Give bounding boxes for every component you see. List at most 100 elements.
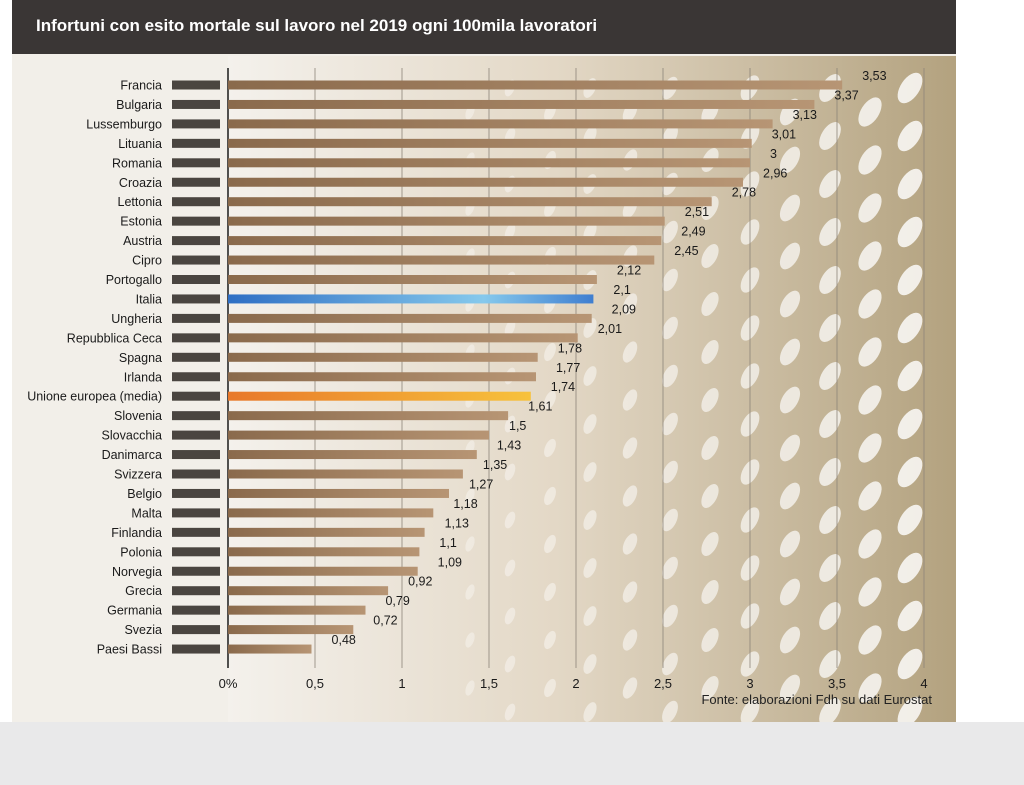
bar	[228, 138, 752, 148]
category-label: Lussemburgo	[86, 117, 162, 131]
bar	[228, 80, 843, 90]
category-label: Lituania	[118, 137, 162, 151]
x-tick-label: 2,5	[654, 676, 672, 691]
category-label: Ungheria	[111, 312, 162, 326]
bar	[228, 119, 773, 129]
category-label: Svezia	[124, 623, 162, 637]
bar-stub	[172, 197, 220, 207]
category-label: Grecia	[125, 584, 162, 598]
bar	[228, 625, 354, 635]
bar	[228, 547, 420, 557]
bar	[228, 177, 743, 187]
x-tick-label: 3,5	[828, 676, 846, 691]
bar-stub	[172, 488, 220, 498]
bar-stub	[172, 255, 220, 265]
bar	[228, 372, 536, 382]
bar-stub	[172, 275, 220, 284]
value-label: 2,49	[681, 225, 705, 239]
category-label: Cipro	[132, 254, 162, 268]
category-label: Irlanda	[124, 370, 162, 384]
bar	[228, 527, 425, 537]
bar-stub	[172, 469, 220, 479]
category-label: Norvegia	[112, 565, 162, 579]
value-label: 1,61	[528, 400, 552, 414]
bar-stub	[172, 333, 220, 343]
bar	[228, 469, 463, 479]
category-label: Bulgaria	[116, 98, 162, 112]
bar-stub	[172, 508, 220, 518]
value-label: 0,79	[385, 594, 409, 608]
x-tick-label: 3	[746, 676, 753, 691]
bar	[228, 197, 712, 207]
bar-stub	[172, 586, 220, 596]
category-label: Croazia	[119, 176, 162, 190]
scan-margin	[0, 722, 1024, 785]
value-label: 1,35	[483, 458, 507, 472]
category-label: Finlandia	[111, 526, 162, 540]
value-label: 1,09	[438, 555, 462, 569]
bar	[228, 313, 592, 323]
bar	[228, 294, 594, 304]
category-label: Belgio	[127, 487, 162, 501]
bar	[228, 566, 418, 576]
value-label: 3	[770, 147, 777, 161]
category-label: Germania	[107, 604, 162, 618]
value-label: 2,96	[763, 166, 787, 180]
value-label: 2,45	[674, 244, 698, 258]
bar-stub	[172, 547, 220, 557]
category-label: Unione europea (media)	[27, 390, 162, 404]
bar-chart: Francia3,53Bulgaria3,37Lussemburgo3,13Li…	[27, 56, 956, 722]
bar-stub	[172, 372, 220, 382]
category-label: Svizzera	[114, 468, 162, 482]
category-label: Malta	[131, 506, 162, 520]
bar-stub	[172, 527, 220, 537]
bar	[228, 158, 750, 168]
bar-stub	[172, 313, 220, 323]
value-label: 1,5	[509, 419, 526, 433]
bar-stub	[172, 566, 220, 576]
value-label: 1,18	[453, 497, 477, 511]
category-label: Paesi Bassi	[97, 643, 162, 657]
bar	[228, 333, 578, 343]
category-label: Estonia	[120, 215, 162, 229]
category-label: Austria	[123, 234, 162, 248]
bars-group: Francia 3,53 Bulgaria 3,37 Lussemburgo 3,13 Li…	[27, 69, 886, 657]
category-label: Romania	[112, 156, 162, 170]
category-label: Danimarca	[102, 448, 162, 462]
x-tick-label: 1	[398, 676, 405, 691]
category-label: Italia	[136, 292, 162, 306]
title-bar: Infortuni con esito mortale sul lavoro n…	[12, 0, 956, 54]
value-label: 2,09	[612, 302, 636, 316]
category-label: Portogallo	[106, 273, 162, 287]
value-label: 0,48	[332, 633, 356, 647]
value-label: 3,01	[772, 127, 796, 141]
value-label: 1,1	[439, 536, 456, 550]
bar-stub	[172, 158, 220, 168]
value-label: 2,78	[732, 186, 756, 200]
bar	[228, 255, 655, 265]
bar	[228, 450, 477, 460]
value-label: 0,92	[408, 575, 432, 589]
value-label: 2,1	[613, 283, 630, 297]
bar	[228, 236, 662, 246]
x-tick-label: 0%	[219, 676, 238, 691]
category-label: Francia	[120, 79, 162, 93]
value-label: 0,72	[373, 614, 397, 628]
value-label: 1,13	[445, 516, 469, 530]
x-tick-label: 1,5	[480, 676, 498, 691]
bar-stub	[172, 177, 220, 187]
bar	[228, 275, 597, 284]
value-label: 1,27	[469, 477, 493, 491]
bar	[228, 99, 815, 109]
bar	[228, 488, 449, 498]
value-label: 1,43	[497, 439, 521, 453]
bar-stub	[172, 99, 220, 109]
bar	[228, 216, 665, 226]
value-label: 2,51	[685, 205, 709, 219]
value-label: 3,13	[793, 108, 817, 122]
bar-stub	[172, 644, 220, 654]
bar	[228, 644, 312, 654]
category-label: Repubblica Ceca	[67, 331, 162, 345]
category-label: Polonia	[120, 545, 162, 559]
bar-stub	[172, 80, 220, 90]
